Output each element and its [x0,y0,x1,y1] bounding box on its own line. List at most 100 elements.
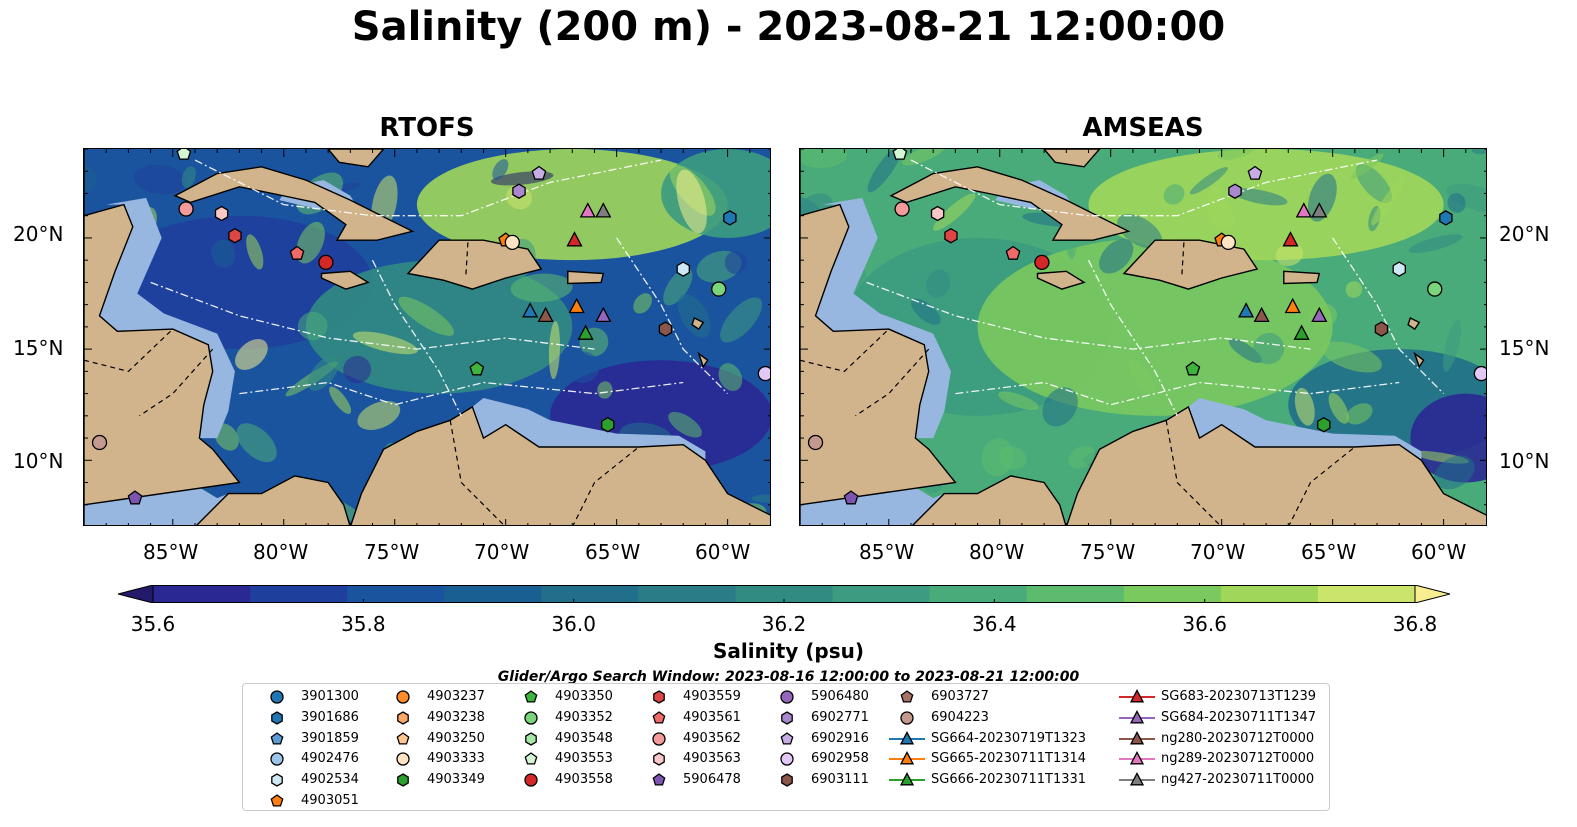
platform-marker-ng280-20230712T0000 [537,306,554,323]
country-border [84,328,174,373]
land [697,351,709,369]
lon-label-80: 80°W [253,540,309,564]
colorbar-tick-label: 36.6 [1182,612,1227,636]
legend-symbol [899,772,915,786]
legend-marker-ng427-20230711T0000 [1119,772,1155,786]
colorbar-bin [1220,585,1319,603]
eddy [663,268,693,306]
colorbar-bin [1317,585,1416,603]
country-border [855,348,930,417]
legend-marker-4903553 [524,752,538,765]
platform-marker-5906478 [127,490,143,505]
country-border [800,328,890,373]
legend-label: ng289-20230712T0000 [1161,751,1315,767]
platform-marker-4903563 [214,205,229,222]
legend-symbol [781,711,793,725]
rtofs-map [83,148,771,526]
legend-label: 6902916 [811,730,869,746]
colorbar-tick-label: 36.2 [761,612,807,636]
eddy [751,494,770,503]
eddy [902,149,946,166]
eddy [1443,319,1462,372]
lon-label-80-right: 80°W [969,540,1025,564]
legend-symbol [524,690,538,703]
legend-symbol [900,711,914,725]
legend-marker-4903352 [524,711,538,725]
eddy [329,386,352,414]
colorbar-tick-label: 36.8 [1392,612,1438,636]
platform-marker-6902916 [531,165,547,180]
land [173,166,415,241]
eddy [1446,183,1486,214]
eddy [1206,185,1222,204]
eddy [246,234,264,270]
platform-marker-4903349 [1317,416,1331,433]
legend-label: 3901300 [301,689,359,704]
land [84,203,241,506]
eddy [1307,173,1337,222]
legend-label: 5906480 [811,689,869,704]
legend-symbol [270,752,284,767]
legend-label: 6904223 [931,709,989,725]
platform-marker-SG666-20230711T1331 [1293,324,1310,340]
platform-marker-3901686 [1439,210,1453,226]
legend-label: SG665-20230711T1314 [931,751,1087,767]
legend-marker-SG683-20230713T1239 [1119,689,1155,703]
country-border [1288,446,1356,525]
platform-marker-4903558 [318,254,334,271]
panel-title-rtofs: RTOFS [379,113,475,143]
eez-boundary [150,281,595,350]
legend-label: 4903562 [683,730,741,746]
lat-label-20: 20°N [13,222,64,246]
panel-title-amseas: AMSEAS [1082,113,1204,143]
platform-marker-6902958 [757,365,770,382]
land [1283,270,1321,285]
legend-symbol [652,773,666,786]
platform-marker-4903352 [1427,281,1443,297]
legend-symbol [652,731,666,746]
legend-marker-SG665-20230711T1314 [889,751,925,765]
eddy [724,250,747,274]
land [350,405,770,525]
legend-marker-4902476 [270,752,284,767]
legend-marker-3901686 [271,711,283,725]
legend-label: ng280-20230712T0000 [1161,730,1315,746]
legend-symbol [1129,709,1145,724]
eddy [1328,392,1349,424]
platform-marker-ng289-20230712T0000 [1295,202,1312,218]
country-border [572,446,640,525]
platform-marker-4903349 [601,416,615,433]
eddy [1163,184,1185,205]
eddy [718,363,743,391]
legend-label: 4903238 [427,709,485,725]
platform-marker-6903111 [1374,321,1389,337]
legend-label: 4903548 [555,730,613,746]
eddy [357,400,401,430]
land [691,317,705,331]
legend-symbol [1129,689,1145,703]
legend-label: ng427-20230711T0000 [1161,772,1315,788]
eddy [352,331,418,355]
eddy [933,193,976,231]
colorbar-bin [250,585,348,603]
platform-marker-4903553 [892,149,908,160]
lon-label-85: 85°W [143,540,199,564]
legend-symbol [653,752,665,767]
eddy [398,296,455,336]
legend-label: 4903051 [301,793,359,808]
eddy [211,239,236,268]
legend-label: SG684-20230711T1347 [1161,709,1317,725]
eddy [867,149,902,193]
colorbar [118,585,1450,603]
eddy [1206,201,1235,230]
legend-marker-4903237 [396,690,410,704]
lon-label-75: 75°W [364,540,420,564]
legend-marker-4903563 [653,752,665,767]
legend-marker-ng280-20230712T0000 [1119,730,1155,745]
eddy [1099,238,1134,274]
legend-symbol [1129,772,1145,786]
land [1413,351,1425,369]
eddy [1027,155,1064,188]
legend-symbol [780,731,794,745]
eddy [1447,193,1466,213]
